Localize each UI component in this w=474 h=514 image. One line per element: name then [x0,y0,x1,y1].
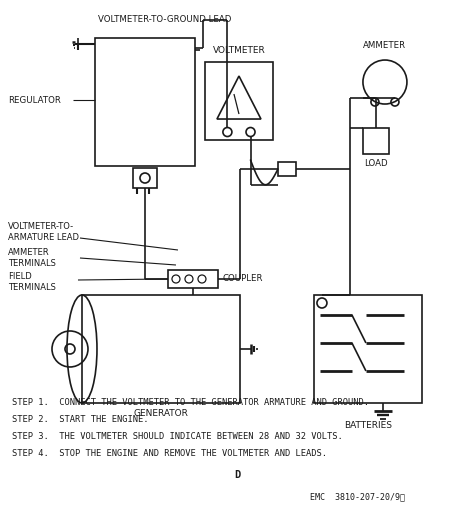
Text: LOAD: LOAD [364,159,388,168]
Text: STEP 3.  THE VOLTMETER SHOULD INDICATE BETWEEN 28 AND 32 VOLTS.: STEP 3. THE VOLTMETER SHOULD INDICATE BE… [12,432,343,441]
Bar [133,168,157,188]
Text: REGULATOR: REGULATOR [8,96,61,104]
Text: VOLTMETER: VOLTMETER [212,46,265,55]
Text: STEP 2.  START THE ENGINE.: STEP 2. START THE ENGINE. [12,415,148,424]
Text: STEP 4.  STOP THE ENGINE AND REMOVE THE VOLTMETER AND LEADS.: STEP 4. STOP THE ENGINE AND REMOVE THE V… [12,449,327,458]
Text: FIELD
TERMINALS: FIELD TERMINALS [8,272,56,292]
Text: STEP 1.  CONNECT THE VOLTMETER TO THE GENERATOR ARMATURE AND GROUND.: STEP 1. CONNECT THE VOLTMETER TO THE GEN… [12,398,369,407]
Bar [82,295,240,403]
Text: AMMETER: AMMETER [364,41,407,50]
Text: COUPLER: COUPLER [223,274,264,284]
Text: VOLTMETER-TO-GROUND LEAD: VOLTMETER-TO-GROUND LEAD [98,15,232,24]
Bar [205,62,273,140]
Bar [278,162,296,176]
Bar [168,270,218,288]
Bar [95,38,195,166]
Text: D: D [234,470,240,480]
Text: EMC  3810-207-20/9ⓢ: EMC 3810-207-20/9ⓢ [310,492,405,501]
Bar [363,128,389,154]
Text: VOLTMETER-TO-
ARMATURE LEAD: VOLTMETER-TO- ARMATURE LEAD [8,222,79,242]
Text: BATTERIES: BATTERIES [344,421,392,430]
Bar [314,295,422,403]
Text: AMMETER
TERMINALS: AMMETER TERMINALS [8,248,56,268]
Text: GENERATOR: GENERATOR [134,409,188,418]
